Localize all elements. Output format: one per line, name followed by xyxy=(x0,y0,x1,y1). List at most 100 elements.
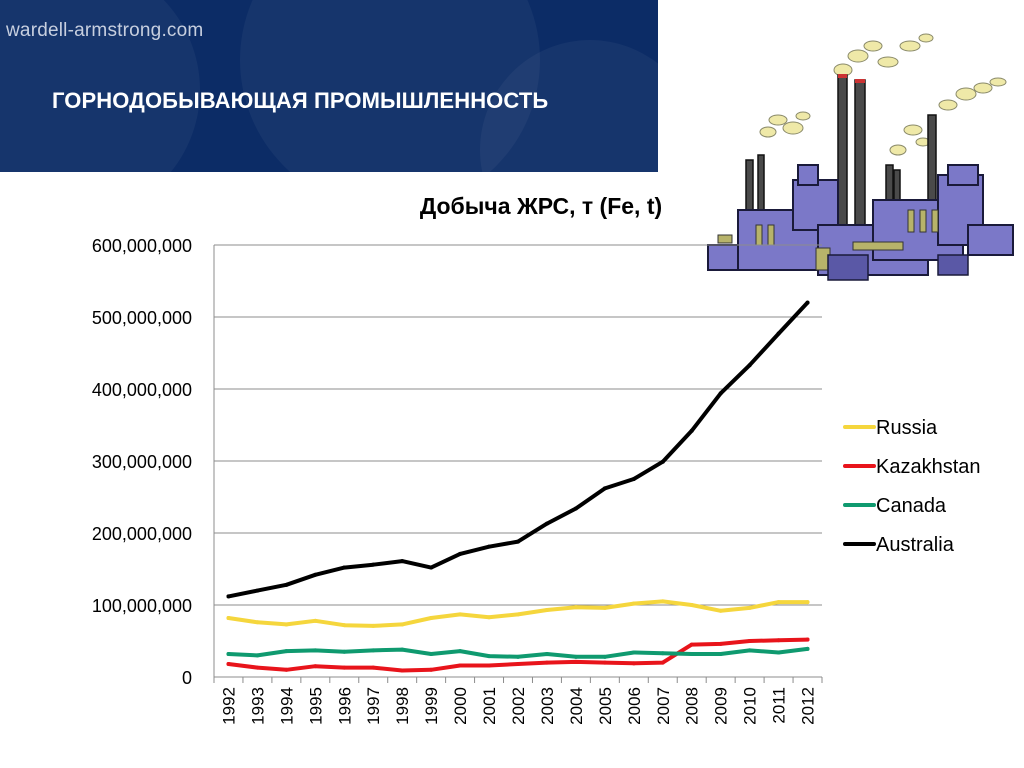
data-point-canada xyxy=(805,646,810,651)
data-point-canada xyxy=(429,651,434,656)
data-point-kazakhstan xyxy=(284,667,289,672)
data-point-russia xyxy=(689,603,694,607)
data-point-russia xyxy=(776,600,781,605)
data-point-canada xyxy=(776,650,781,655)
data-point-canada xyxy=(255,653,260,658)
data-point-russia xyxy=(573,605,578,610)
data-point-kazakhstan xyxy=(747,639,752,643)
slide-title: ГОРНОДОБЫВАЮЩАЯ ПРОМЫШЛЕННОСТЬ xyxy=(52,88,549,113)
data-point-canada xyxy=(458,649,463,654)
data-point-canada xyxy=(284,649,289,654)
data-point-russia xyxy=(718,608,723,613)
x-tick-label: 2010 xyxy=(741,687,760,725)
chart-title: Добыча ЖРС, т (Fe, t) xyxy=(420,193,662,219)
site-url: wardell-armstrong.com xyxy=(6,20,204,41)
data-point-canada xyxy=(226,651,231,656)
data-point-australia xyxy=(313,572,318,577)
x-tick-label: 2008 xyxy=(683,687,702,725)
data-point-australia xyxy=(226,594,231,599)
data-point-russia xyxy=(458,612,463,617)
y-tick-label: 300,000,000 xyxy=(92,452,192,472)
y-tick-label: 0 xyxy=(182,668,192,688)
data-point-australia xyxy=(747,363,752,368)
x-tick-label: 1995 xyxy=(306,687,325,725)
data-point-canada xyxy=(747,648,752,653)
data-point-kazakhstan xyxy=(631,661,636,666)
data-point-kazakhstan xyxy=(400,668,405,673)
legend-label-kazakhstan: Kazakhstan xyxy=(876,456,981,478)
data-point-russia xyxy=(400,622,405,627)
data-point-russia xyxy=(805,600,810,605)
legend-label-russia: Russia xyxy=(876,417,938,439)
data-point-kazakhstan xyxy=(429,667,434,672)
legend: Russia Kazakhstan Canada Australia xyxy=(843,417,981,556)
y-tick-label: 100,000,000 xyxy=(92,596,192,616)
data-point-canada xyxy=(516,654,520,659)
data-point-australia xyxy=(631,477,636,481)
data-point-kazakhstan xyxy=(342,665,347,670)
banner-decor-circle xyxy=(0,0,200,172)
data-point-kazakhstan xyxy=(776,638,781,643)
data-point-russia xyxy=(371,623,376,628)
data-point-russia xyxy=(544,608,549,613)
data-point-australia xyxy=(689,428,694,433)
data-point-canada xyxy=(602,654,607,659)
y-tick-label: 600,000,000 xyxy=(92,236,192,256)
x-tick-label: 2009 xyxy=(712,687,731,725)
data-point-australia xyxy=(718,391,723,396)
data-point-australia xyxy=(544,521,549,526)
x-tick-label: 2004 xyxy=(567,687,586,725)
data-point-australia xyxy=(487,544,492,549)
data-point-russia xyxy=(284,622,289,627)
data-point-australia xyxy=(458,551,463,556)
x-tick-label: 1996 xyxy=(335,687,354,725)
axes xyxy=(213,245,822,678)
data-point-kazakhstan xyxy=(487,663,492,668)
data-point-kazakhstan xyxy=(313,664,318,669)
x-tick-label: 2002 xyxy=(509,687,528,725)
data-point-australia xyxy=(371,562,376,567)
data-point-kazakhstan xyxy=(544,660,549,665)
banner-decor-circle xyxy=(240,0,540,172)
gridlines xyxy=(214,244,822,606)
data-point-australia xyxy=(400,559,405,564)
data-point-australia xyxy=(516,539,520,544)
data-point-kazakhstan xyxy=(573,659,578,664)
x-tick-label: 1998 xyxy=(393,687,412,725)
data-point-canada xyxy=(487,654,492,659)
legend-label-australia: Australia xyxy=(876,534,955,556)
data-point-australia xyxy=(429,565,434,570)
series-line-australia xyxy=(226,300,810,599)
data-point-australia xyxy=(776,331,781,336)
x-axis-ticks: 1992 1993 1994 1995 1996 1997 1998 1999 2000 2001… xyxy=(213,677,823,725)
x-tick-label: 2011 xyxy=(770,687,789,724)
factory-icon xyxy=(707,33,1014,281)
series-lines xyxy=(226,300,810,673)
data-point-australia xyxy=(573,506,578,511)
x-tick-label: 1994 xyxy=(277,687,296,725)
data-point-russia xyxy=(313,618,318,623)
data-point-canada xyxy=(371,648,376,653)
data-point-russia xyxy=(631,601,636,606)
data-point-kazakhstan xyxy=(689,642,694,647)
data-point-australia xyxy=(255,588,260,593)
data-point-kazakhstan xyxy=(371,665,376,670)
x-tick-label: 2003 xyxy=(538,687,557,725)
y-tick-label: 500,000,000 xyxy=(92,308,192,328)
data-point-canada xyxy=(342,649,347,654)
data-point-kazakhstan xyxy=(718,641,723,646)
data-point-canada xyxy=(689,651,694,656)
x-tick-label: 1997 xyxy=(364,687,383,725)
y-axis-ticks: 0 100,000,000 200,000,000 300,000,000 400,00… xyxy=(92,236,192,688)
data-point-australia xyxy=(805,300,810,305)
data-point-australia xyxy=(602,486,607,491)
x-tick-label: 1999 xyxy=(422,687,441,725)
data-point-canada xyxy=(544,651,549,656)
x-tick-label: 2005 xyxy=(596,687,615,725)
data-point-australia xyxy=(284,582,289,587)
data-point-canada xyxy=(573,654,578,659)
data-point-kazakhstan xyxy=(255,665,260,670)
data-point-russia xyxy=(660,599,665,604)
x-tick-label: 1992 xyxy=(219,687,238,725)
